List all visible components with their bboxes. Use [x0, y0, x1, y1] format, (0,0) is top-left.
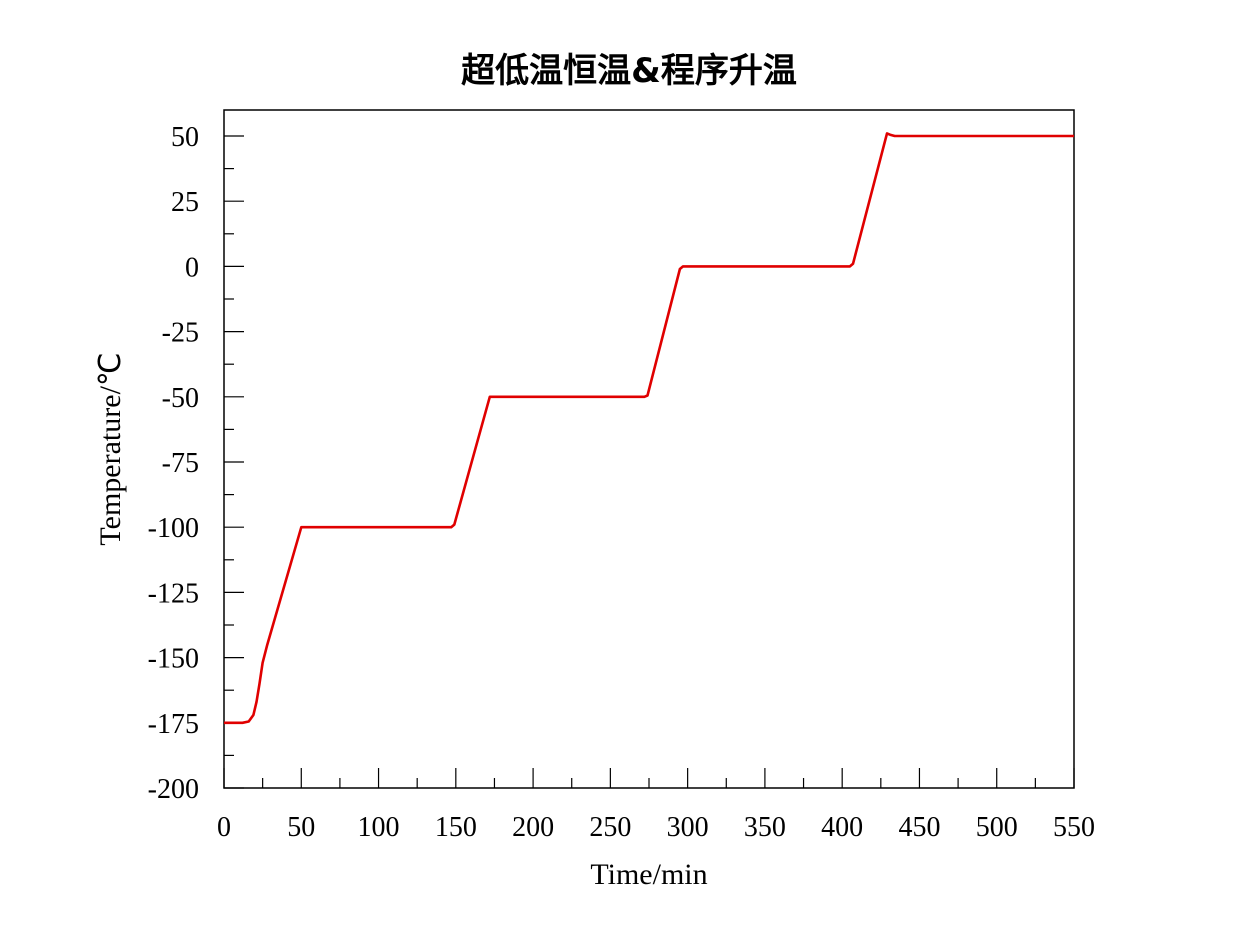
x-tick-label: 550: [1053, 812, 1095, 843]
y-tick-label: -175: [148, 709, 199, 740]
y-tick-label: -125: [148, 578, 199, 609]
x-tick-label: 100: [358, 812, 400, 843]
y-axis-label: Temperature/℃: [94, 352, 127, 545]
y-tick-label: 0: [185, 252, 199, 283]
y-tick-label: -50: [162, 383, 199, 414]
y-axis: 50 25 0 -25 -50 -75 -100 -125 -150 -175 -200: [148, 122, 244, 805]
x-tick-label: 50: [287, 812, 315, 843]
x-tick-label: 0: [217, 812, 231, 843]
plot-area: [223, 109, 1075, 789]
x-tick-label: 250: [589, 812, 631, 843]
y-tick-label: -200: [148, 774, 199, 805]
chart-title: 超低温恒温&程序升温: [461, 51, 797, 91]
y-tick-label: -100: [148, 513, 199, 544]
x-tick-label: 150: [435, 812, 477, 843]
x-axis-label: Time/min: [590, 858, 707, 891]
x-tick-label: 500: [976, 812, 1018, 843]
x-tick-label: 300: [667, 812, 709, 843]
x-tick-label: 200: [512, 812, 554, 843]
x-axis: 0 50 100 150 200 250 300 350 400 450 500 550: [217, 768, 1095, 843]
x-tick-label: 350: [744, 812, 786, 843]
y-tick-label: -75: [162, 448, 199, 479]
series-line: [224, 132, 1074, 725]
series-layer: [224, 132, 1074, 725]
x-tick-label: 450: [898, 812, 940, 843]
y-tick-label: 50: [171, 122, 199, 153]
y-tick-label: -150: [148, 644, 199, 675]
y-tick-label: 25: [171, 187, 199, 218]
y-tick-label: -25: [162, 318, 199, 349]
x-tick-label: 400: [821, 812, 863, 843]
